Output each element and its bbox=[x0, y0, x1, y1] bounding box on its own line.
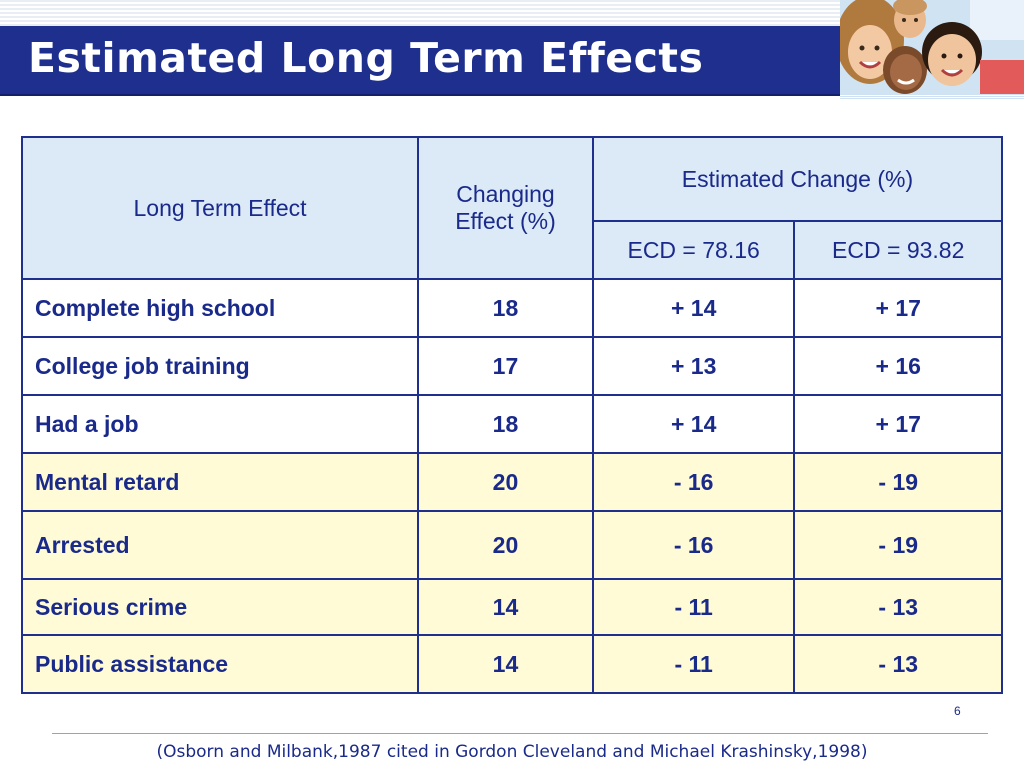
table-row: Serious crime 14 - 11 - 13 bbox=[20, 578, 1003, 636]
row-changing: 20 bbox=[417, 510, 594, 580]
row-changing: 20 bbox=[417, 452, 594, 512]
row-effect: College job training bbox=[20, 336, 420, 396]
slide-title: Estimated Long Term Effects bbox=[28, 34, 704, 82]
header-estimated-change: Estimated Change (%) bbox=[591, 136, 1004, 222]
row-ecd1: + 14 bbox=[591, 278, 796, 338]
footer-divider bbox=[52, 733, 988, 734]
row-ecd2: - 19 bbox=[793, 510, 1003, 580]
row-effect: Had a job bbox=[20, 394, 420, 454]
row-ecd2: - 19 bbox=[793, 452, 1003, 512]
row-effect: Mental retard bbox=[20, 452, 420, 512]
citation: (Osborn and Milbank,1987 cited in Gordon… bbox=[156, 742, 868, 762]
row-effect: Arrested bbox=[20, 510, 420, 580]
header-ecd-93: ECD = 93.82 bbox=[793, 220, 1003, 280]
children-photo bbox=[840, 0, 1024, 96]
header-ecd-78: ECD = 78.16 bbox=[591, 220, 796, 280]
row-ecd2: + 16 bbox=[793, 336, 1003, 396]
row-ecd1: + 14 bbox=[591, 394, 796, 454]
row-changing: 14 bbox=[417, 578, 594, 636]
row-ecd2: + 17 bbox=[793, 278, 1003, 338]
row-ecd2: - 13 bbox=[793, 578, 1003, 636]
table-row: College job training 17 + 13 + 16 bbox=[20, 336, 1003, 396]
row-ecd1: - 16 bbox=[591, 510, 796, 580]
header-long-term-effect: Long Term Effect bbox=[20, 136, 420, 280]
row-ecd2: + 17 bbox=[793, 394, 1003, 454]
effects-table: Long Term Effect Changing Effect (%) Est… bbox=[20, 136, 1004, 694]
table-row: Public assistance 14 - 11 - 13 bbox=[20, 634, 1003, 694]
row-changing: 14 bbox=[417, 634, 594, 694]
row-changing: 18 bbox=[417, 394, 594, 454]
row-effect: Complete high school bbox=[20, 278, 420, 338]
table-row: Had a job 18 + 14 + 17 bbox=[20, 394, 1003, 454]
children-photo-illustration bbox=[840, 0, 1024, 96]
table-row: Arrested 20 - 16 - 19 bbox=[20, 510, 1003, 580]
title-bar: Estimated Long Term Effects bbox=[0, 26, 840, 96]
effects-table-container: Long Term Effect Changing Effect (%) Est… bbox=[20, 136, 1004, 694]
table-row: Complete high school 18 + 14 + 17 bbox=[20, 278, 1003, 338]
row-effect: Serious crime bbox=[20, 578, 420, 636]
row-ecd1: + 13 bbox=[591, 336, 796, 396]
header-stripes bbox=[0, 0, 840, 26]
row-ecd1: - 11 bbox=[591, 634, 796, 694]
row-ecd1: - 11 bbox=[591, 578, 796, 636]
row-effect: Public assistance bbox=[20, 634, 420, 694]
page-number: 6 bbox=[954, 704, 961, 718]
table-row: Mental retard 20 - 16 - 19 bbox=[20, 452, 1003, 512]
row-ecd1: - 16 bbox=[591, 452, 796, 512]
header-changing-effect: Changing Effect (%) bbox=[417, 136, 594, 280]
row-changing: 17 bbox=[417, 336, 594, 396]
row-ecd2: - 13 bbox=[793, 634, 1003, 694]
photo-underline bbox=[840, 94, 1024, 100]
row-changing: 18 bbox=[417, 278, 594, 338]
